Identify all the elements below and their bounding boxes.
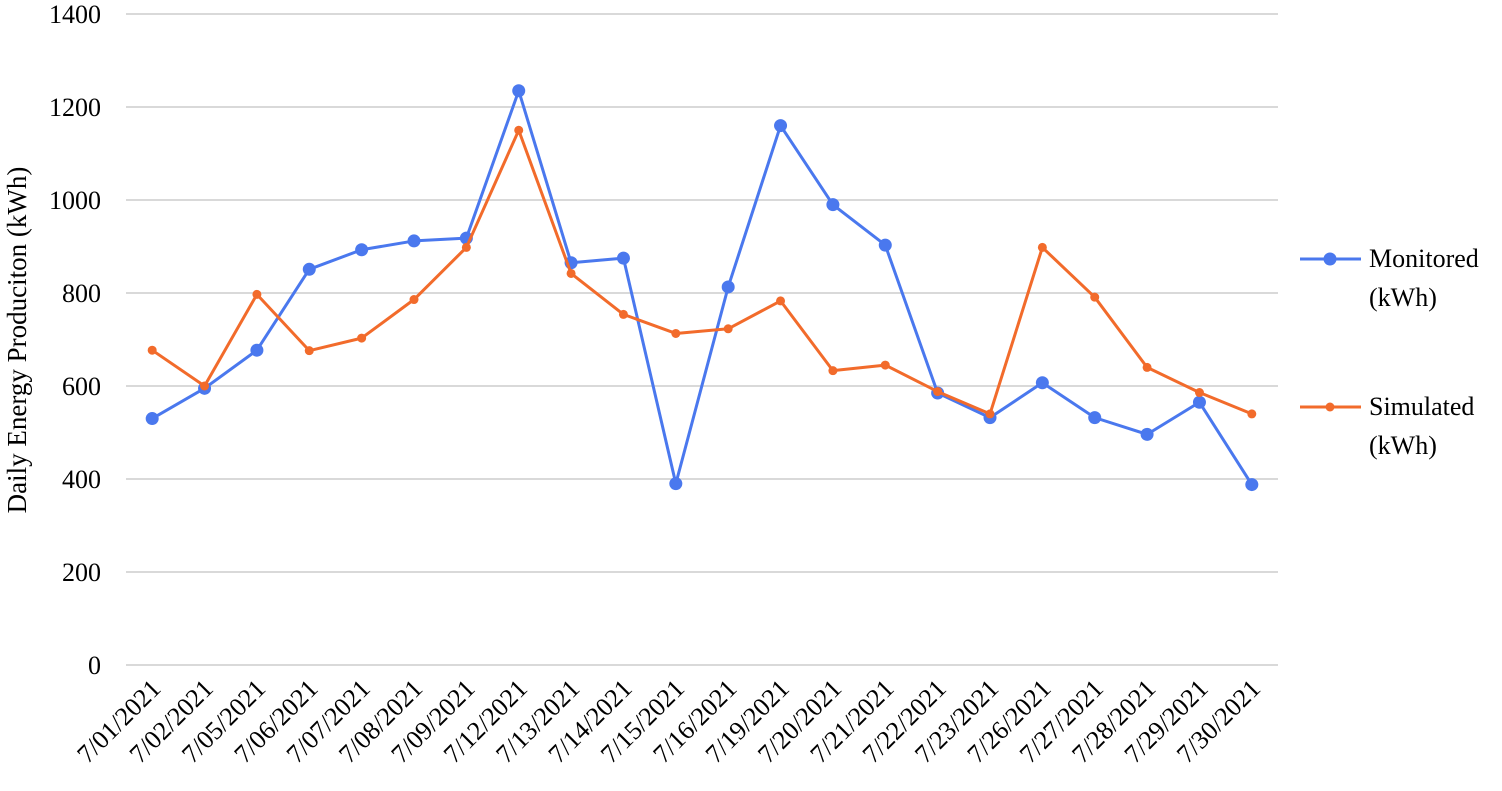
y-tick-label: 1400 [49, 0, 101, 29]
data-point [721, 280, 735, 294]
legend-label: Simulated [1369, 392, 1474, 421]
data-point [1035, 376, 1049, 390]
data-point [304, 346, 314, 356]
data-point [985, 409, 995, 419]
series-line [151, 128, 1253, 416]
y-axis-tick-labels: 0 200 400 600 800 1000 1200 1400 [49, 0, 101, 680]
data-point [1090, 292, 1100, 302]
data-point [357, 333, 367, 343]
y-tick-label: 800 [62, 279, 101, 308]
data-point [774, 119, 788, 133]
legend: Monitored (kWh) Simulated (kWh) [1300, 244, 1479, 460]
data-point [512, 84, 526, 98]
data-point [776, 296, 786, 306]
y-tick-label: 1000 [49, 186, 101, 215]
data-point [878, 238, 892, 252]
legend-swatch-marker [1323, 252, 1337, 266]
data-point [1247, 409, 1257, 419]
data-point [1194, 388, 1204, 398]
data-point [252, 289, 262, 299]
data-point [1088, 411, 1102, 425]
y-tick-label: 1200 [49, 93, 101, 122]
data-point [145, 412, 159, 426]
data-point [1245, 478, 1259, 492]
gridlines [126, 13, 1278, 666]
y-axis-title: Daily Energy Produciton (kWh) [2, 167, 32, 514]
series-layer [145, 84, 1259, 492]
data-point [407, 234, 421, 248]
data-point [147, 345, 157, 355]
data-point [409, 295, 419, 305]
data-point [723, 324, 733, 334]
data-point [302, 262, 316, 276]
series-monitored [145, 84, 1259, 492]
data-point [250, 343, 264, 357]
series-line [151, 89, 1254, 486]
data-point [880, 360, 890, 370]
y-tick-label: 600 [62, 372, 101, 401]
data-point [669, 477, 683, 491]
data-point [1192, 395, 1206, 409]
data-point [514, 125, 524, 135]
data-point [200, 381, 210, 391]
legend-item: Simulated (kWh) [1300, 392, 1474, 460]
data-point [671, 328, 681, 338]
data-point [826, 198, 840, 212]
data-point [933, 387, 943, 397]
data-point [1037, 242, 1047, 252]
legend-label: (kWh) [1369, 431, 1437, 460]
data-point [1142, 362, 1152, 372]
data-point [618, 309, 628, 319]
data-point [355, 243, 369, 257]
legend-item: Monitored (kWh) [1300, 244, 1479, 312]
data-point [566, 268, 576, 278]
series-simulated [147, 125, 1257, 419]
data-point [461, 242, 471, 252]
legend-label: Monitored [1369, 244, 1479, 273]
legend-swatch-marker [1325, 402, 1335, 412]
y-tick-label: 0 [88, 651, 101, 680]
data-point [1140, 427, 1154, 441]
data-point [616, 251, 630, 265]
y-tick-label: 200 [62, 558, 101, 587]
data-point [828, 366, 838, 376]
y-tick-label: 400 [62, 465, 101, 494]
legend-label: (kWh) [1369, 283, 1437, 312]
x-axis-tick-labels: 7/01/20217/02/20217/05/20217/06/20217/07… [71, 674, 1266, 769]
